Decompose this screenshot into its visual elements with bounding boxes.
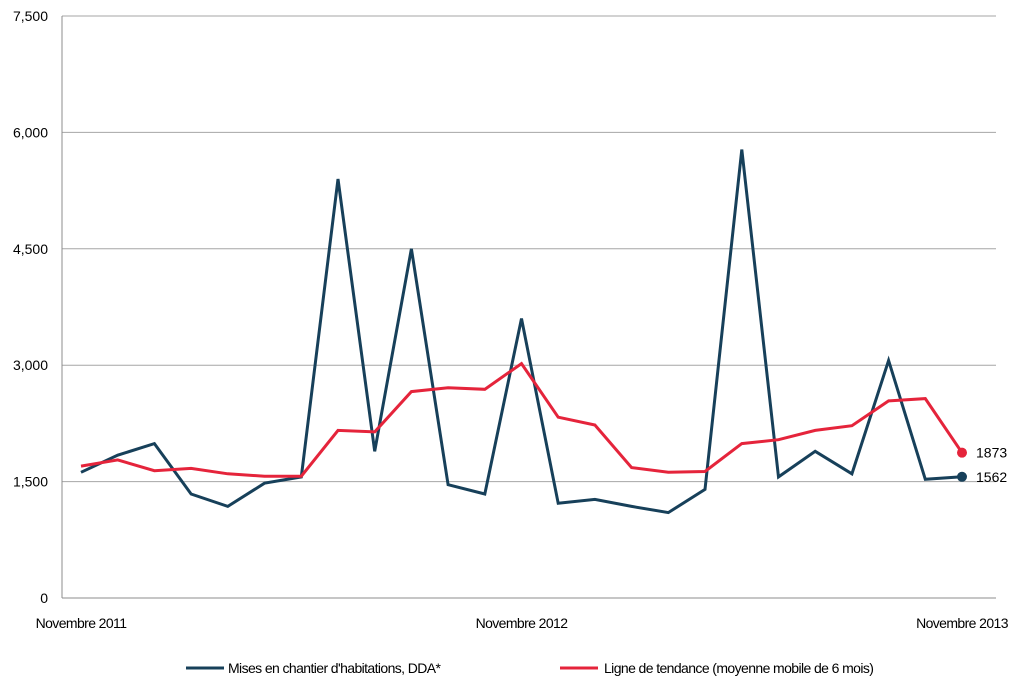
- series-line-2: [80, 361, 964, 478]
- x-tick-label: Novembre 2011: [36, 615, 128, 631]
- series-area: [80, 149, 967, 515]
- legend-label-1: Mises en chantier d'habitations, DDA*: [228, 660, 442, 676]
- axes: [61, 16, 996, 599]
- grid: [62, 15, 996, 483]
- end-value-label-2: 1873: [976, 445, 1007, 461]
- y-tick-label: 3,000: [13, 357, 48, 373]
- series-line-1: [80, 149, 963, 515]
- y-tick-label: 6,000: [13, 124, 48, 140]
- series-end-point-1: [957, 471, 967, 482]
- series-end-point-2: [957, 447, 967, 458]
- x-tick-label: Novembre 2013: [916, 615, 1009, 631]
- y-tick-label: 4,500: [13, 241, 48, 257]
- legend: Mises en chantier d'habitations, DDA* Lig…: [186, 660, 874, 676]
- y-tick-label: 0: [40, 590, 48, 606]
- legend-label-2: Ligne de tendance (moyenne mobile de 6 m…: [604, 660, 873, 676]
- y-tick-label: 7,500: [13, 8, 48, 24]
- end-value-label-1: 1562: [976, 469, 1007, 485]
- x-tick-label: Novembre 2012: [476, 615, 569, 631]
- labels: 0 1,500 3,000 4,500 6,000 7,500 Novembre 2011 N…: [13, 8, 1009, 631]
- y-tick-label: 1,500: [13, 474, 48, 490]
